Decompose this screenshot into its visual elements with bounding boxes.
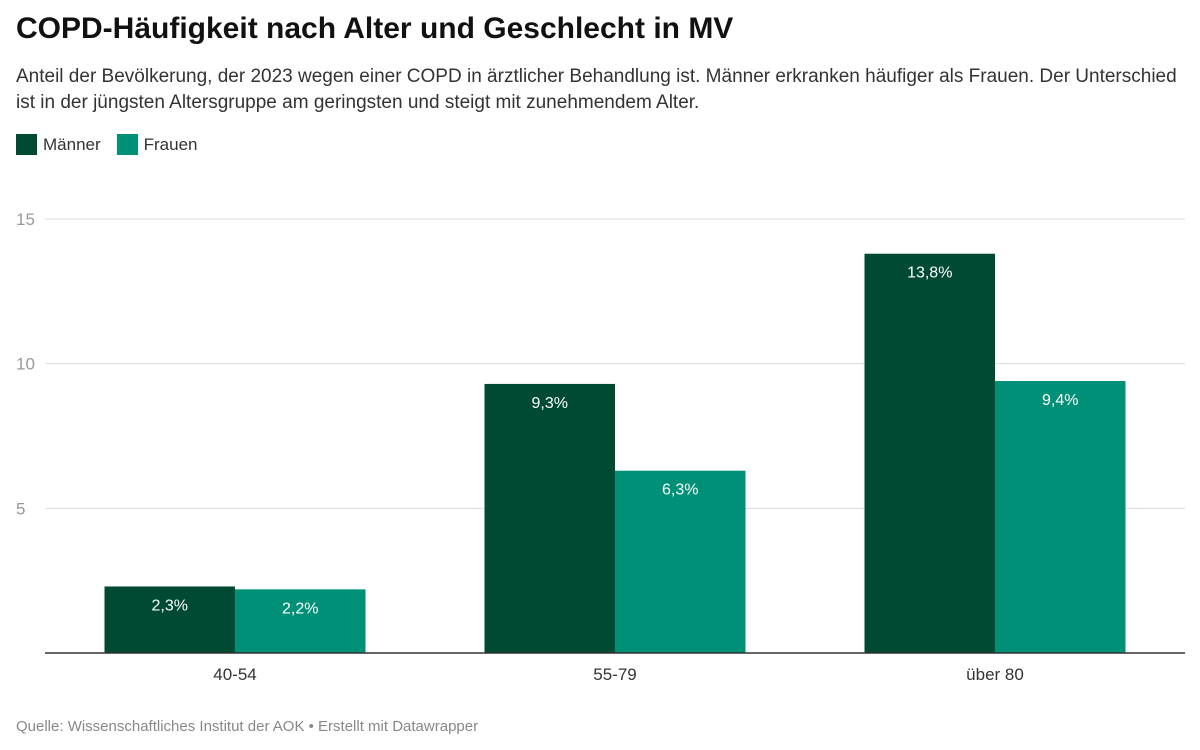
bar-maenner bbox=[484, 383, 615, 653]
chart-subtitle: Anteil der Bevölkerung, der 2023 wegen e… bbox=[16, 66, 1177, 113]
x-tick-label: 55-79 bbox=[593, 665, 636, 684]
bar-frauen bbox=[615, 470, 746, 653]
source-note: Quelle: Wissenschaftliches Institut der … bbox=[16, 718, 479, 735]
chart-title: COPD-Häufigkeit nach Alter und Geschlech… bbox=[16, 12, 734, 45]
data-label: 13,8% bbox=[907, 265, 952, 282]
data-label: 9,3% bbox=[532, 395, 568, 412]
bar-maenner bbox=[864, 253, 995, 653]
bar-frauen bbox=[995, 381, 1126, 653]
data-label: 6,3% bbox=[662, 482, 698, 499]
bar-maenner bbox=[104, 586, 235, 653]
x-tick-label: 40-54 bbox=[213, 665, 256, 684]
y-tick-label: 5 bbox=[16, 499, 25, 518]
legend: Männer Frauen bbox=[16, 134, 198, 155]
legend-item-frauen: Frauen bbox=[116, 134, 198, 155]
legend-label: Männer bbox=[43, 134, 101, 154]
legend-swatch bbox=[116, 134, 138, 155]
data-label: 2,2% bbox=[282, 600, 318, 617]
legend-swatch bbox=[16, 134, 37, 155]
y-tick-label: 10 bbox=[16, 355, 35, 374]
data-label: 2,3% bbox=[152, 597, 188, 614]
bar-frauen bbox=[235, 589, 366, 653]
y-tick-label: 15 bbox=[16, 210, 35, 229]
x-tick-label: über 80 bbox=[966, 665, 1024, 684]
data-label: 9,4% bbox=[1042, 392, 1078, 409]
legend-label: Frauen bbox=[143, 134, 198, 154]
legend-item-maenner: Männer bbox=[16, 134, 101, 155]
